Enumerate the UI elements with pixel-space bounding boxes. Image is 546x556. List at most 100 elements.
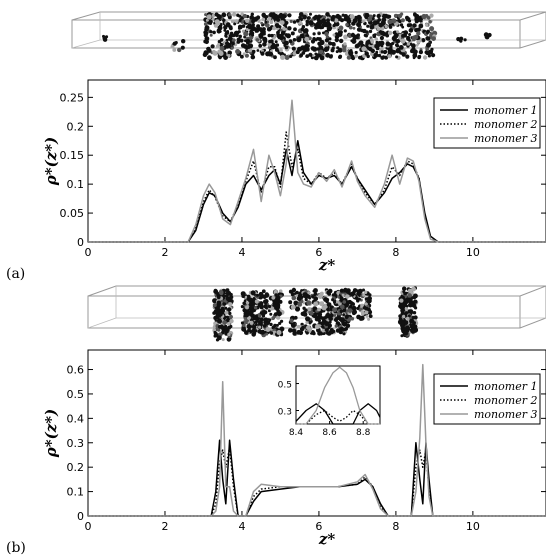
bead xyxy=(346,18,352,24)
bead xyxy=(360,310,365,314)
bead xyxy=(325,35,330,39)
bead xyxy=(280,30,286,36)
bead xyxy=(426,31,430,35)
bead xyxy=(425,24,429,27)
bead xyxy=(219,309,223,313)
bead xyxy=(362,288,365,292)
bead xyxy=(228,43,232,46)
x-tick-label: 8.6 xyxy=(322,428,337,438)
bead xyxy=(318,44,322,48)
bead xyxy=(240,305,244,309)
bead xyxy=(267,16,272,21)
bead xyxy=(364,14,369,20)
bead xyxy=(487,32,492,38)
bead xyxy=(343,29,347,33)
bead xyxy=(216,300,222,306)
bead xyxy=(299,53,304,58)
bead xyxy=(305,19,310,24)
bead xyxy=(343,287,348,293)
bead xyxy=(261,17,266,22)
bead xyxy=(251,49,256,54)
bead xyxy=(215,44,220,49)
bead xyxy=(324,328,329,332)
bead xyxy=(376,41,382,47)
bead xyxy=(296,296,302,301)
bead xyxy=(372,20,378,26)
bead xyxy=(400,318,404,322)
bead xyxy=(317,14,322,19)
bead xyxy=(380,55,385,60)
bead xyxy=(204,27,209,32)
bead xyxy=(213,315,218,320)
bead xyxy=(219,38,224,42)
bead xyxy=(356,36,359,40)
bead xyxy=(325,12,330,17)
bead xyxy=(268,39,272,44)
bead xyxy=(367,317,371,321)
inset-chart: 8.4 8.6 8.8 0.3 0.5 xyxy=(278,365,381,438)
bead xyxy=(234,31,239,36)
bead xyxy=(278,299,283,304)
bead xyxy=(406,42,411,46)
bead xyxy=(245,50,249,53)
bead-cluster xyxy=(397,286,419,338)
bead xyxy=(414,28,419,33)
bead xyxy=(396,30,400,34)
bead xyxy=(290,322,296,328)
bead xyxy=(405,304,409,308)
bead xyxy=(346,55,352,60)
bead xyxy=(366,17,371,22)
bead xyxy=(252,315,258,321)
bead xyxy=(242,13,248,19)
bead xyxy=(411,286,416,292)
bead xyxy=(364,34,368,38)
bead xyxy=(319,39,325,46)
bead xyxy=(366,307,371,312)
bead xyxy=(210,44,215,49)
bead xyxy=(381,13,387,19)
bead xyxy=(276,33,281,39)
bead xyxy=(232,12,237,17)
legend xyxy=(433,97,541,149)
bead xyxy=(326,302,332,307)
bead xyxy=(366,24,370,28)
bead xyxy=(402,290,406,294)
bead xyxy=(343,302,349,308)
bead xyxy=(350,32,356,38)
bead xyxy=(249,320,254,325)
bead xyxy=(245,305,249,310)
bead xyxy=(262,324,267,328)
x-tick-label: 8.8 xyxy=(356,428,371,438)
bead xyxy=(321,18,327,23)
y-tick-label: 0.6 xyxy=(67,364,85,377)
bead xyxy=(276,315,281,320)
bead xyxy=(102,35,108,41)
bead xyxy=(395,39,401,44)
bead xyxy=(395,43,399,47)
bead xyxy=(463,38,467,42)
bead xyxy=(309,12,312,16)
series-line xyxy=(88,363,546,517)
bead xyxy=(267,51,273,57)
bead xyxy=(275,43,280,47)
bead xyxy=(352,26,356,30)
bead xyxy=(290,31,295,36)
bead xyxy=(397,13,403,19)
bead xyxy=(274,293,278,297)
y-tick-label: 0.15 xyxy=(60,149,85,162)
bead xyxy=(291,295,297,301)
bead xyxy=(217,335,222,341)
bead xyxy=(284,55,290,60)
bead xyxy=(406,35,411,40)
bead xyxy=(223,55,229,60)
bead xyxy=(368,14,373,19)
bead xyxy=(257,329,262,334)
bead xyxy=(292,38,297,42)
bead xyxy=(297,302,302,307)
bead xyxy=(290,304,296,310)
bead xyxy=(401,52,406,57)
bead xyxy=(299,326,305,332)
x-tick-label: 6 xyxy=(315,520,322,533)
bead xyxy=(376,27,381,31)
